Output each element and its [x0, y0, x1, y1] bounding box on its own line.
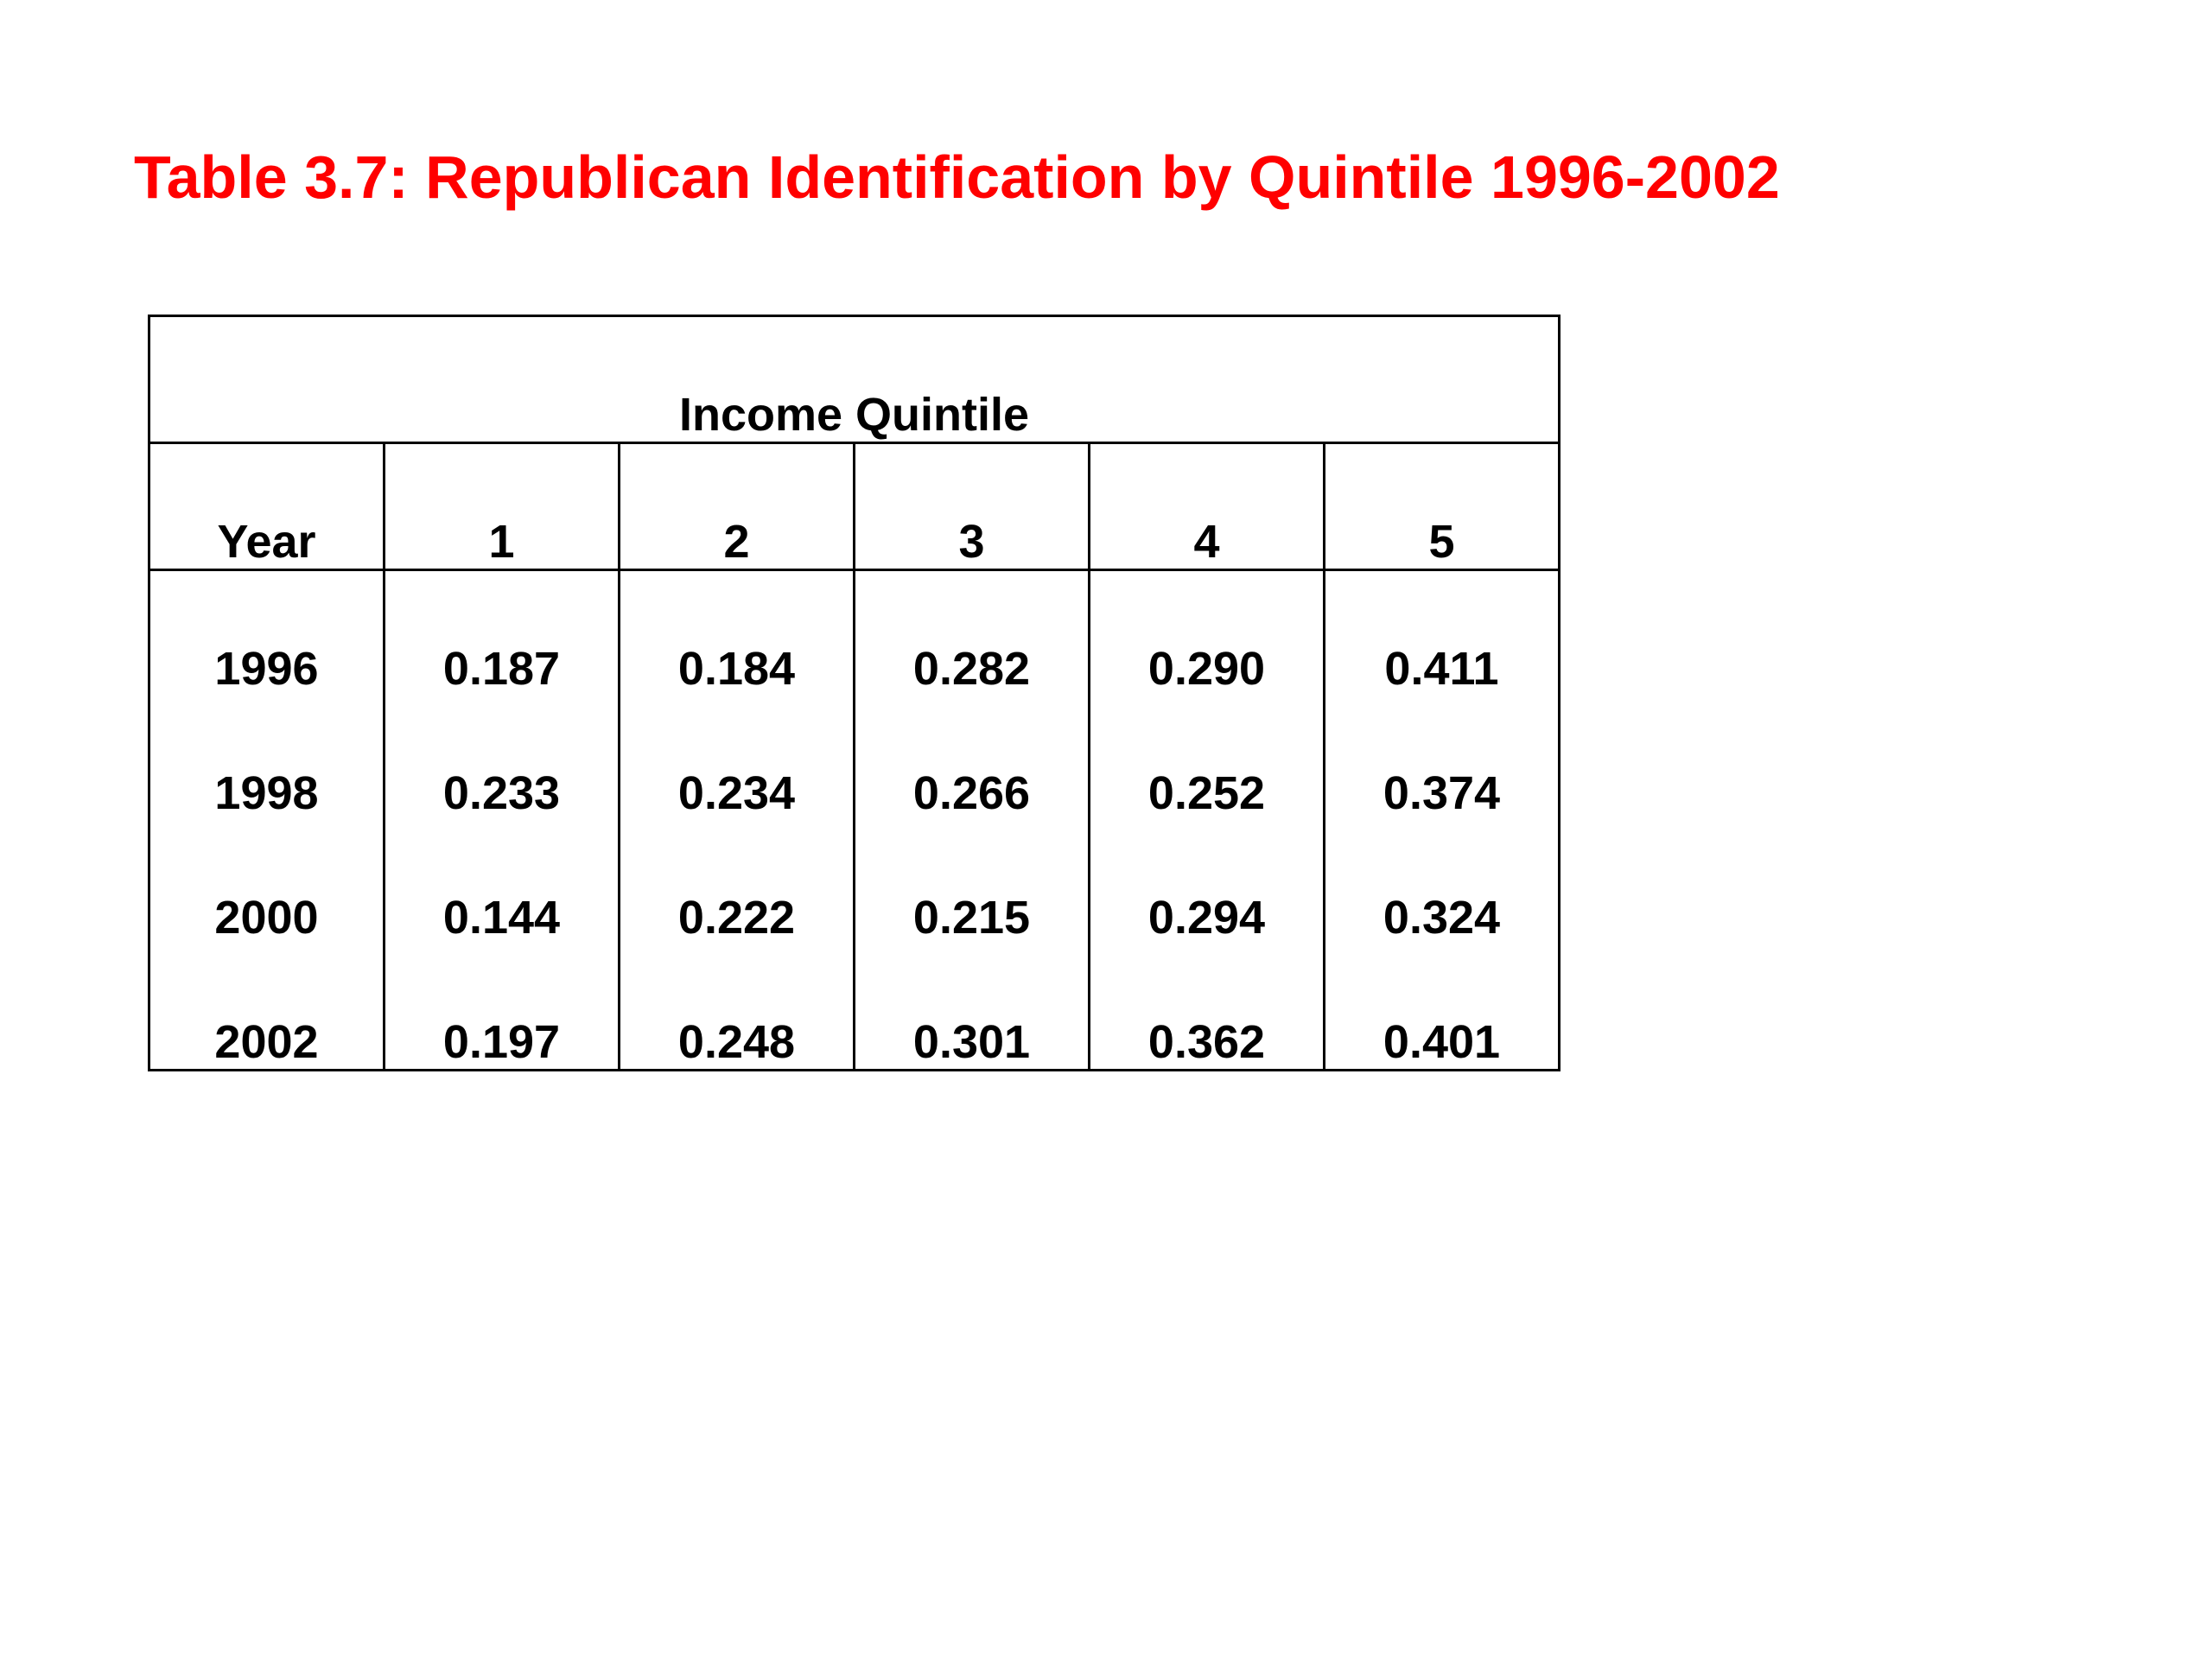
value-cell: 0.362	[1088, 944, 1325, 1071]
value-cell: 0.248	[618, 944, 855, 1071]
column-header-quintile-3: 3	[853, 442, 1090, 571]
year-cell: 1996	[148, 569, 385, 696]
year-cell: 1998	[148, 696, 385, 820]
value-cell: 0.144	[383, 820, 620, 944]
value-cell: 0.290	[1088, 569, 1325, 696]
value-cell: 0.266	[853, 696, 1090, 820]
column-header-quintile-1: 1	[383, 442, 620, 571]
column-header-year: Year	[148, 442, 385, 571]
year-cell: 2002	[148, 944, 385, 1071]
value-cell: 0.282	[853, 569, 1090, 696]
value-cell: 0.411	[1323, 569, 1560, 696]
table-row: 2000 0.144 0.222 0.215 0.294 0.324	[148, 820, 1560, 944]
value-cell: 0.184	[618, 569, 855, 696]
column-header-quintile-4: 4	[1088, 442, 1325, 571]
income-quintile-header: Income Quintile	[148, 315, 1560, 444]
value-cell: 0.215	[853, 820, 1090, 944]
table-row: 2002 0.197 0.248 0.301 0.362 0.401	[148, 944, 1560, 1071]
table-row: 1996 0.187 0.184 0.282 0.290 0.411	[148, 569, 1560, 696]
value-cell: 0.222	[618, 820, 855, 944]
value-cell: 0.294	[1088, 820, 1325, 944]
group-header-row: Income Quintile	[148, 315, 1560, 444]
value-cell: 0.234	[618, 696, 855, 820]
value-cell: 0.197	[383, 944, 620, 1071]
quintile-table: Income Quintile Year 1 2 3 4 5 1996 0.18…	[148, 315, 1560, 1071]
column-header-quintile-5: 5	[1323, 442, 1560, 571]
column-header-row: Year 1 2 3 4 5	[148, 442, 1560, 571]
year-cell: 2000	[148, 820, 385, 944]
table-row: 1998 0.233 0.234 0.266 0.252 0.374	[148, 696, 1560, 820]
value-cell: 0.324	[1323, 820, 1560, 944]
value-cell: 0.374	[1323, 696, 1560, 820]
slide-title: Table 3.7: Republican Identification by …	[134, 143, 1780, 211]
value-cell: 0.187	[383, 569, 620, 696]
value-cell: 0.233	[383, 696, 620, 820]
value-cell: 0.252	[1088, 696, 1325, 820]
value-cell: 0.301	[853, 944, 1090, 1071]
value-cell: 0.401	[1323, 944, 1560, 1071]
column-header-quintile-2: 2	[618, 442, 855, 571]
